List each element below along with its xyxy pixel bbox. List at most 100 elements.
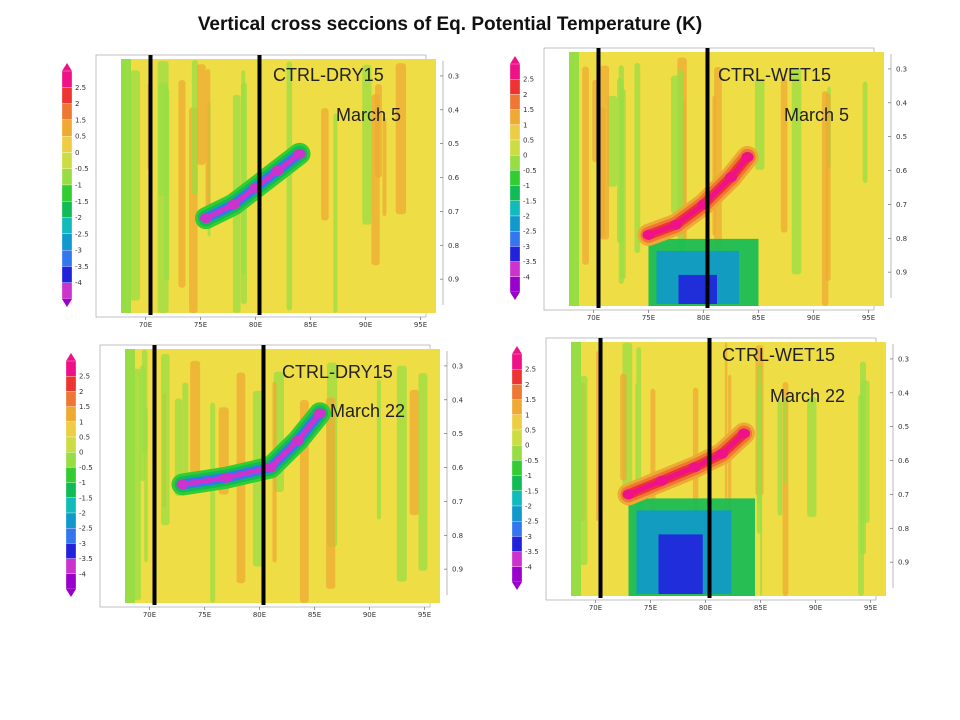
field-stripe [121,59,131,313]
colorbar-swatch [65,558,77,574]
colorbar-swatch [509,79,521,95]
colorbar-swatch [511,384,523,400]
field-stripe [582,66,589,265]
anomaly-core [220,472,233,483]
field-stripe [182,382,189,482]
colorbar-swatch [511,460,523,476]
y-tick-label: 0.9 [452,566,463,574]
field-stripe [571,342,581,596]
field-stripe [569,52,579,306]
y-tick-label: 0.3 [452,362,463,370]
colorbar-swatch [61,87,73,104]
y-tick-label: 0.4 [448,106,460,114]
colorbar-tick-label: -2.5 [525,518,539,526]
colorbar-swatch [61,249,73,267]
y-tick-label: 0.6 [898,457,910,465]
panel-ctrl-wet15-march5: 70E 75E 80E 85E 90E 95E 0.3 0.4 0.5 0.6 0.7 0.8 0.9 2… [506,47,908,322]
colorbar-swatch [511,353,523,370]
field-stripe [791,68,802,275]
colorbar-tick-label: 1 [525,411,529,419]
colorbar-tick-label: 0 [525,442,529,450]
anomaly-core [622,489,635,500]
field-stripe [825,93,831,282]
field-stripe [862,81,868,184]
colorbar-tick-label: -4 [79,570,87,578]
colorbar-swatch [65,543,77,559]
colorbar-swatch [511,521,523,537]
field-stripe [125,349,135,603]
colorbar-swatch [61,70,73,88]
y-tick-label: 0.6 [452,464,464,472]
y-tick-label: 0.5 [448,140,459,148]
y-tick-label: 0.7 [898,491,909,499]
plot-group: 70E 75E 80E 85E 90E 95E 0.3 0.4 0.5 0.6 0.7 0.8 0.9 2… [509,47,908,322]
colorbar-swatch [65,376,77,392]
colorbar-tick-label: 2 [523,91,527,99]
y-tick-label: 0.6 [896,167,908,175]
colorbar-swatch [65,360,77,377]
colorbar-swatch [509,124,521,141]
y-tick-label: 0.8 [896,235,907,243]
colorbar-swatch [61,119,73,137]
x-tick-label: 85E [754,604,767,612]
y-tick-label: 0.8 [452,532,463,540]
colorbar-swatch [511,369,523,385]
field-stripe [596,351,599,522]
colorbar-tick-label: -0.5 [523,167,537,175]
colorbar-swatch [65,467,77,483]
y-tick-label: 0.4 [896,99,908,107]
field-stripe [670,75,681,214]
colorbar-tick-label: -2.5 [79,525,93,533]
field-stripe [783,397,787,484]
colorbar-swatch [61,135,73,153]
field-stripe [579,375,588,566]
x-tick-label: 85E [304,321,317,329]
colorbar-swatch [65,421,77,438]
field-stripe [178,80,186,288]
colorbar-top-arrow [512,346,522,354]
panel-ctrl-dry15-march22: 70E 75E 80E 85E 90E 95E 0.3 0.4 0.5 0.6 0.7 0.8 0.9 2… [62,344,464,619]
field-stripe [607,95,618,187]
colorbar-bottom-arrow [512,582,522,590]
field-stripe [376,379,381,520]
y-tick-label: 0.4 [898,389,910,397]
anomaly-core [655,475,668,486]
colorbar-tick-label: -1 [79,479,86,487]
field-stripe [754,78,765,170]
lower-plume [678,274,717,304]
run-label: CTRL-DRY15 [282,362,393,382]
field-stripe [130,70,141,301]
x-tick-label: 80E [253,611,266,619]
x-tick-label: 75E [644,604,657,612]
colorbar-tick-label: -2 [79,510,86,518]
date-label: March 22 [770,386,846,406]
colorbar-tick-label: -0.5 [525,457,539,465]
colorbar-tick-label: -0.5 [79,464,93,472]
colorbar-swatch [65,452,77,468]
colorbar-tick-label: 0 [523,152,527,160]
field-stripe [777,400,783,516]
x-tick-label: 70E [589,604,602,612]
cross-section-plot: 70E 75E 80E 85E 90E 95E 0.3 0.4 0.5 0.6 0.7 0.8 0.9 2… [509,47,908,322]
x-tick-label: 70E [587,314,600,322]
field-stripe [141,349,148,454]
colorbar-swatch [61,184,73,202]
y-tick-label: 0.3 [448,72,459,80]
anomaly-core [725,172,737,183]
x-tick-label: 90E [363,611,376,619]
colorbar-swatch [65,391,77,407]
x-tick-label: 80E [699,604,712,612]
colorbar-swatch [61,266,73,283]
colorbar-swatch [65,406,77,422]
field-stripe [286,61,293,311]
y-tick-label: 0.7 [452,498,463,506]
x-tick-label: 75E [194,321,207,329]
plot-group: 70E 75E 80E 85E 90E 95E 0.3 0.4 0.5 0.6 0.7 0.8 0.9 2… [61,54,460,329]
date-label: March 5 [336,105,402,125]
y-tick-label: 0.9 [898,559,909,567]
field-stripe [780,79,788,233]
colorbar-swatch [65,512,77,529]
colorbar-tick-label: -1.5 [79,494,93,502]
colorbar-tick-label: -1.5 [75,198,89,206]
colorbar-swatch [509,94,521,110]
